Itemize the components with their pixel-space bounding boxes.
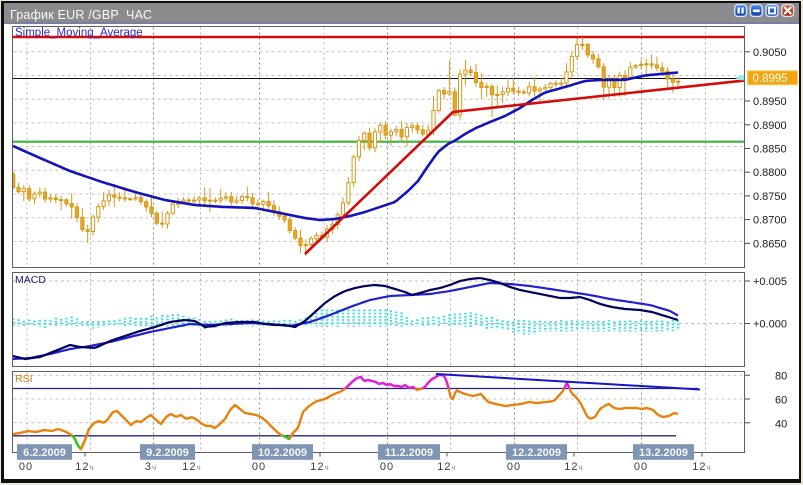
svg-text:12ч: 12ч xyxy=(564,461,583,473)
svg-text:MACD: MACD xyxy=(15,274,46,286)
svg-text:+0.005: +0.005 xyxy=(753,276,787,288)
svg-text:0.8750: 0.8750 xyxy=(753,191,787,203)
svg-text:12ч: 12ч xyxy=(182,461,201,473)
svg-text:12ч: 12ч xyxy=(310,461,329,473)
svg-text:00: 00 xyxy=(507,461,521,473)
svg-text:0.8850: 0.8850 xyxy=(753,144,787,156)
svg-text:0.8995: 0.8995 xyxy=(753,73,788,85)
svg-text:0.8900: 0.8900 xyxy=(753,120,787,132)
svg-text:80: 80 xyxy=(775,371,787,383)
svg-text:13.2.2009: 13.2.2009 xyxy=(639,447,688,459)
svg-text:0.9050: 0.9050 xyxy=(753,47,787,59)
svg-text:11.2.2009: 11.2.2009 xyxy=(385,447,433,459)
svg-text:12ч: 12ч xyxy=(75,461,94,473)
svg-text:12ч: 12ч xyxy=(692,461,711,473)
svg-text:00: 00 xyxy=(252,461,266,473)
svg-text:0.8950: 0.8950 xyxy=(753,96,787,108)
svg-text:0.8650: 0.8650 xyxy=(753,238,787,250)
svg-text:RSI: RSI xyxy=(15,373,33,385)
svg-text:0.8800: 0.8800 xyxy=(753,167,787,179)
svg-text:Simple_Moving_Average: Simple_Moving_Average xyxy=(15,27,143,39)
svg-text:6.2.2009: 6.2.2009 xyxy=(23,447,66,459)
svg-text:0.8700: 0.8700 xyxy=(753,215,787,227)
svg-text:00: 00 xyxy=(380,461,394,473)
svg-text:10.2.2009: 10.2.2009 xyxy=(258,447,307,459)
svg-text:3ч: 3ч xyxy=(145,461,157,473)
svg-text:+0.000: +0.000 xyxy=(753,319,787,331)
svg-text:00: 00 xyxy=(634,461,648,473)
svg-text:12.2.2009: 12.2.2009 xyxy=(512,447,561,459)
svg-text:00: 00 xyxy=(19,461,33,473)
svg-text:9.2.2009: 9.2.2009 xyxy=(146,447,189,459)
svg-text:12ч: 12ч xyxy=(437,461,456,473)
svg-text:40: 40 xyxy=(775,418,787,430)
svg-text:60: 60 xyxy=(775,395,787,407)
